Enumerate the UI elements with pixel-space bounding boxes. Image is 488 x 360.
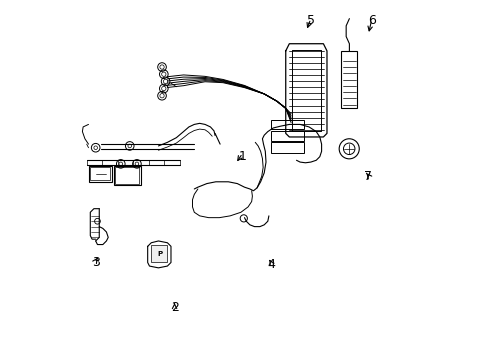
Circle shape: [160, 65, 164, 69]
Bar: [341, 51, 357, 108]
Bar: [271, 121, 303, 130]
Circle shape: [160, 94, 164, 98]
Text: 1: 1: [238, 150, 246, 163]
Bar: [271, 142, 303, 153]
Bar: [113, 166, 140, 185]
Circle shape: [163, 79, 167, 84]
Circle shape: [119, 162, 122, 166]
Circle shape: [128, 144, 131, 148]
Bar: [151, 244, 167, 262]
Circle shape: [135, 162, 139, 166]
Bar: [88, 166, 112, 182]
Bar: [115, 167, 139, 184]
Circle shape: [162, 86, 165, 91]
Text: P: P: [157, 251, 162, 257]
Text: 6: 6: [367, 14, 375, 27]
Text: 2: 2: [170, 301, 178, 314]
Circle shape: [162, 72, 165, 76]
Text: 3: 3: [92, 256, 100, 269]
Text: 7: 7: [364, 170, 371, 183]
Text: 4: 4: [267, 258, 275, 271]
Circle shape: [94, 146, 97, 149]
Text: 5: 5: [306, 14, 314, 27]
Bar: [90, 167, 110, 180]
Bar: [271, 131, 303, 141]
